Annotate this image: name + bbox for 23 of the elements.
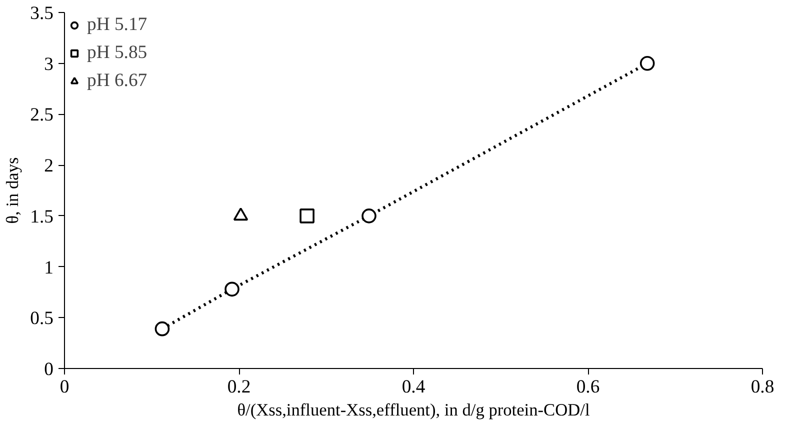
legend-label: pH 5.17 [87,14,148,36]
y-tick-label: 3.5 [30,3,54,24]
point [154,321,170,336]
x-tick-label: 0.2 [227,376,251,398]
y-tick-label: 3 [44,54,54,75]
point [362,208,376,224]
point [300,208,314,224]
legend-label: pH 5.85 [87,42,148,64]
legend-label: pH 6.67 [87,70,148,92]
x-tick-label: 0.6 [576,376,600,398]
y-tick-label: 1 [44,257,54,278]
x-tick-label: 0 [60,376,70,398]
y-tick-label: 0 [44,359,54,380]
x-axis-title: θ/(Xss,influent-Xss,effluent), in d/g protein-COD/l [237,400,590,420]
y-tick-label: 0.5 [30,308,54,330]
x-tick-label: 0.8 [750,376,774,398]
y-tick-label: 2.5 [30,104,54,126]
y-axis-title: θ, in days [3,156,22,224]
point [224,282,240,297]
point [640,56,655,71]
y-tick-label: 2 [44,156,54,177]
x-tick-label: 0.4 [402,376,426,398]
y-tick-label: 1.5 [30,206,54,228]
